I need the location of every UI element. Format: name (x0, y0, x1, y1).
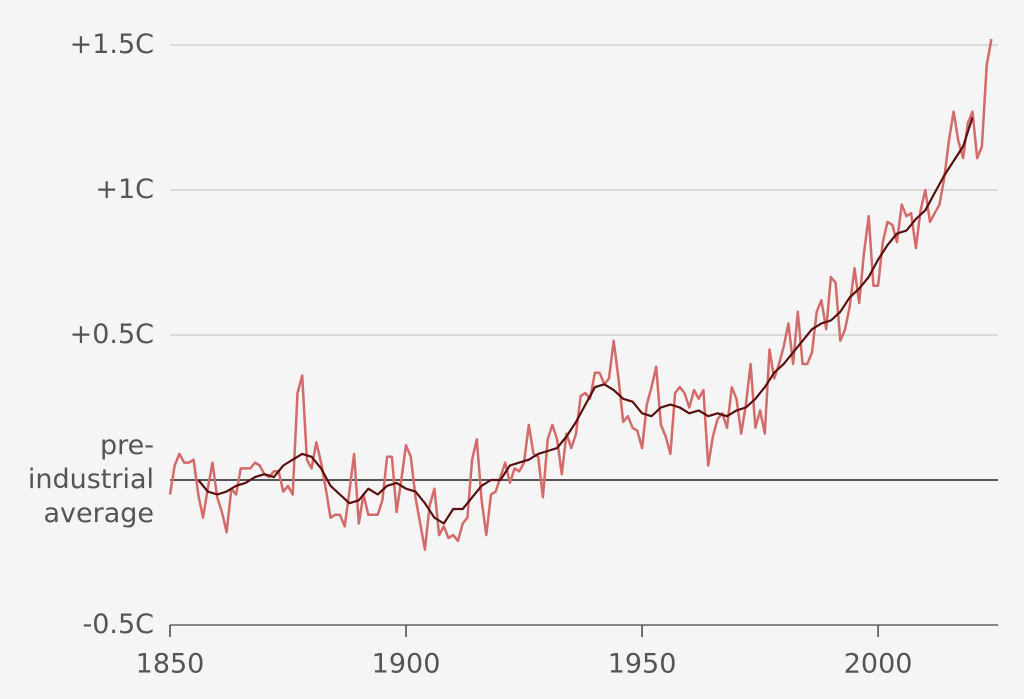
y-tick-label: pre-industrial average (27, 430, 154, 529)
x-tick-label: 1900 (372, 649, 441, 680)
x-tick-label: 1950 (608, 649, 677, 680)
y-tick-label: +0.5C (69, 319, 154, 350)
y-tick-label: +1.5C (69, 29, 154, 60)
y-tick-label: +1C (95, 174, 154, 205)
series-line (168, 38, 993, 551)
series-line (197, 117, 974, 525)
y-tick-label: -0.5C (82, 609, 154, 640)
x-tick-label: 1850 (136, 649, 205, 680)
x-tick-label: 2000 (844, 649, 913, 680)
